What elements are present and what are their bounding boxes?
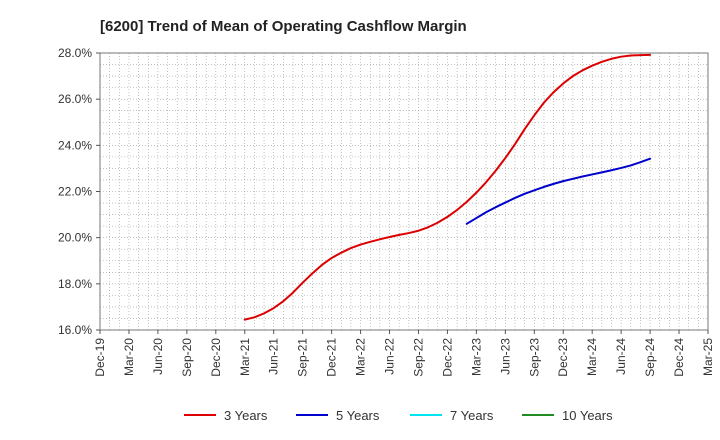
- y-tick-label: 18.0%: [58, 277, 92, 291]
- y-axis: 16.0% 18.0% 20.0% 22.0% 24.0% 26.0% 28.0%: [58, 46, 100, 337]
- y-tick-label: 22.0%: [58, 185, 92, 199]
- x-tick-label: Sep-22: [411, 338, 425, 377]
- legend-label-10-years: 10 Years: [562, 408, 613, 423]
- x-tick-label: Mar-23: [469, 338, 483, 376]
- y-tick-label: 28.0%: [58, 46, 92, 60]
- x-tick-label: Mar-20: [122, 338, 136, 376]
- x-tick-label: Dec-20: [209, 338, 223, 377]
- x-axis: Dec-19 Mar-20 Jun-20 Sep-20 Dec-20 Mar-21 Jun-…: [93, 330, 715, 377]
- x-tick-label: Mar-22: [354, 338, 368, 376]
- legend-label-7-years: 7 Years: [450, 408, 494, 423]
- y-tick-label: 26.0%: [58, 92, 92, 106]
- x-tick-label: Dec-22: [440, 338, 454, 377]
- x-tick-label: Mar-25: [701, 338, 715, 376]
- chart-title: [6200] Trend of Mean of Operating Cashfl…: [100, 18, 467, 35]
- x-tick-label: Dec-19: [93, 338, 107, 377]
- x-tick-label: Dec-23: [556, 338, 570, 377]
- x-tick-label: Mar-21: [238, 338, 252, 376]
- x-tick-label: Sep-20: [180, 338, 194, 377]
- y-tick-label: 20.0%: [58, 231, 92, 245]
- x-tick-label: Sep-23: [527, 338, 541, 377]
- y-tick-label: 16.0%: [58, 323, 92, 337]
- x-tick-label: Dec-21: [325, 338, 339, 377]
- legend: 3 Years 5 Years 7 Years 10 Years: [184, 408, 613, 423]
- x-tick-label: Mar-24: [585, 338, 599, 376]
- legend-label-3-years: 3 Years: [224, 408, 268, 423]
- grid: [100, 53, 708, 330]
- series-line-3-years: [243, 53, 652, 321]
- legend-label-5-years: 5 Years: [336, 408, 380, 423]
- x-tick-label: Jun-20: [151, 338, 165, 375]
- x-tick-label: Sep-21: [296, 338, 310, 377]
- x-tick-label: Jun-24: [614, 338, 628, 375]
- series-lines: [243, 53, 652, 321]
- x-tick-label: Jun-21: [267, 338, 281, 375]
- x-tick-label: Dec-24: [672, 338, 686, 377]
- series-line-5-years: [465, 157, 652, 225]
- x-tick-label: Jun-23: [498, 338, 512, 375]
- x-tick-label: Sep-24: [643, 338, 657, 377]
- x-tick-label: Jun-22: [383, 338, 397, 375]
- y-tick-label: 24.0%: [58, 138, 92, 152]
